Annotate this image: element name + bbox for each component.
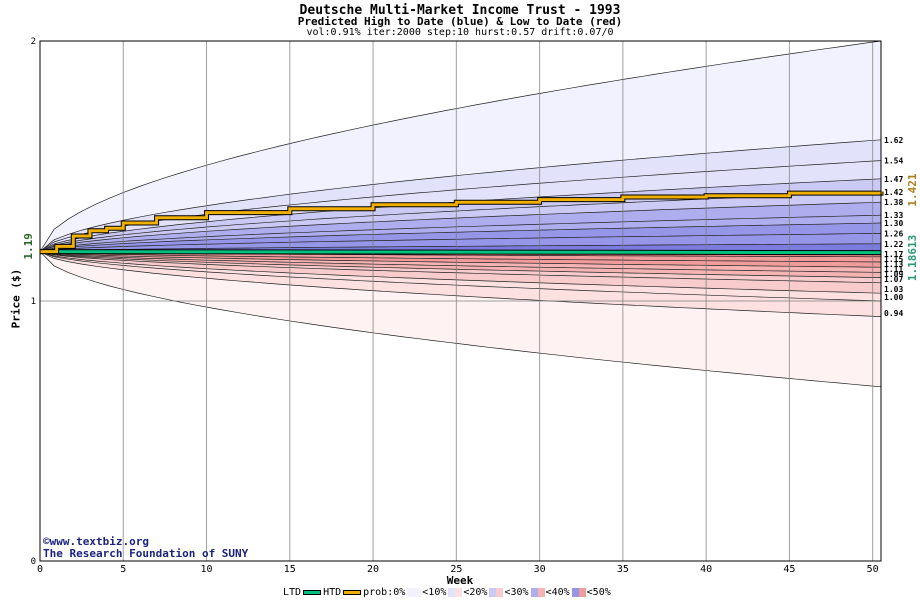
lower-band-line-5: [40, 251, 881, 278]
lower-band-2: [40, 251, 881, 301]
lower-band-7: [40, 251, 881, 268]
upper-band-line-9: [40, 243, 881, 252]
ltd-value-label: 1.18613: [906, 235, 919, 281]
x-tick-label-6: 30: [534, 564, 546, 575]
x-tick-label-2: 10: [201, 564, 213, 575]
legend: LTD HTD prob:0% <10% <20% <30% <40% <50%: [283, 587, 612, 598]
legend-p20-label: <20%: [463, 587, 488, 598]
x-tick-label-5: 25: [450, 564, 462, 575]
lower-band-3: [40, 251, 881, 294]
legend-swatch-20: [489, 588, 504, 597]
upper-band-end-label-7: 1.26: [884, 229, 903, 238]
legend-prob-label: prob:0%: [363, 587, 406, 598]
chart-subtitle: Predicted High to Date (blue) & Low to D…: [297, 15, 623, 28]
x-tick-label-0: 0: [37, 564, 43, 575]
y-tick-label-0: 0: [31, 557, 36, 567]
legend-p10-label: <10%: [422, 587, 447, 598]
legend-swatch-40: [571, 588, 586, 597]
upper-band-line-7: [40, 222, 881, 252]
upper-band-end-label-1: 1.54: [884, 157, 903, 166]
legend-htd-swatch: [343, 590, 362, 595]
lower-band-line-8: [40, 251, 881, 263]
lower-band-end-label-7: 1.00: [884, 293, 903, 302]
x-tick-label-8: 40: [700, 564, 712, 575]
htd-value-label: 1.421: [906, 173, 919, 206]
upper-band-0: [40, 41, 881, 252]
upper-band-end-label-2: 1.47: [884, 175, 903, 184]
legend-swatch-10: [448, 588, 463, 597]
upper-band-6: [40, 215, 881, 252]
lower-band-line-0: [40, 251, 881, 388]
upper-band-end-label-5: 1.33: [884, 211, 903, 220]
x-tick-label-1: 5: [120, 564, 126, 575]
lower-band-line-7: [40, 251, 881, 268]
y-tick-label-2: 2: [31, 37, 36, 47]
lower-band-end-label-6: 1.03: [884, 285, 903, 294]
lower-band-line-4: [40, 251, 881, 284]
lower-band-end-label-5: 1.07: [884, 275, 903, 284]
credit-url: ©www.textbiz.org: [43, 535, 149, 548]
legend-htd-label: HTD: [323, 587, 342, 598]
legend-p50-label: <50%: [586, 587, 611, 598]
ltd-line: [39, 250, 882, 255]
upper-band-8: [40, 233, 881, 252]
upper-band-end-label-6: 1.30: [884, 219, 903, 228]
x-tick-label-7: 35: [617, 564, 629, 575]
lower-band-0: [40, 251, 881, 387]
lower-band-6: [40, 251, 881, 273]
x-tick-label-3: 15: [284, 564, 296, 575]
lower-band-4: [40, 251, 881, 283]
chart-params: vol:0.91% iter:2000 step:10 hurst:0.57 d…: [306, 27, 614, 38]
plot-frame: [39, 40, 882, 562]
upper-band-7: [40, 223, 881, 252]
y-tick-label-1: 1: [31, 297, 36, 307]
upper-band-end-label-0: 1.62: [884, 136, 903, 145]
lower-band-line-6: [40, 251, 881, 273]
lower-band-5: [40, 251, 881, 278]
chart-title: Deutsche Multi-Market Income Trust - 199…: [299, 3, 621, 18]
lower-band-end-label-0: 1.17: [884, 250, 903, 259]
upper-band-line-1: [40, 139, 881, 252]
upper-band-end-label-8: 1.22: [884, 240, 903, 249]
upper-band-4: [40, 191, 881, 252]
lower-band-end-label-8: 0.94: [884, 309, 903, 318]
upper-band-line-5: [40, 201, 881, 252]
legend-p30-label: <30%: [504, 587, 529, 598]
lower-band-end-label-2: 1.13: [884, 260, 903, 269]
lower-band-line-2: [40, 251, 881, 302]
x-axis-label: Week: [446, 574, 474, 587]
upper-band-5: [40, 202, 881, 252]
upper-band-line-8: [40, 233, 881, 252]
x-tick-label-10: 50: [867, 564, 879, 575]
start-price-label: 1.19: [22, 233, 35, 260]
upper-band-end-label-3: 1.42: [884, 188, 903, 197]
upper-band-line-0: [40, 41, 881, 252]
legend-ltd-swatch: [303, 590, 322, 595]
y-axis-label: Price ($): [9, 268, 23, 329]
upper-band-end-label-4: 1.38: [884, 198, 903, 207]
lower-band-1: [40, 251, 881, 317]
x-tick-label-4: 20: [367, 564, 379, 575]
lower-band-end-label-1: 1.15: [884, 255, 903, 264]
upper-band-2: [40, 160, 881, 252]
legend-p40-label: <40%: [545, 587, 570, 598]
upper-band-line-6: [40, 214, 881, 252]
legend-swatch-0: [407, 588, 422, 597]
x-tick-label-9: 45: [783, 564, 795, 575]
lower-band-line-1: [40, 251, 881, 317]
lower-band-line-3: [40, 251, 881, 294]
upper-band-1: [40, 139, 881, 252]
lower-band-end-label-4: 1.09: [884, 270, 903, 279]
legend-swatch-30: [530, 588, 545, 597]
htd-line: [40, 191, 883, 254]
credit-org: The Research Foundation of SUNY: [43, 547, 249, 560]
legend-ltd-label: LTD: [283, 587, 302, 598]
lower-band-end-label-3: 1.11: [884, 265, 903, 274]
